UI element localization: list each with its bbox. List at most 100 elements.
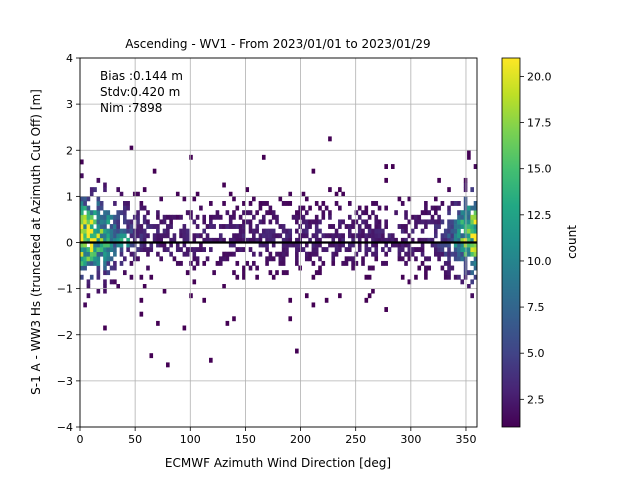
heatmap-cell [288, 228, 293, 234]
heatmap-cell [357, 247, 362, 253]
heatmap-cell [417, 247, 422, 253]
heatmap-cell [136, 214, 140, 220]
heatmap-cell [301, 205, 306, 211]
heatmap-cell [400, 256, 405, 262]
heatmap-cell [467, 214, 471, 220]
heatmap-cell [255, 228, 259, 234]
heatmap-cell [440, 265, 445, 271]
heatmap-cell [83, 214, 87, 220]
heatmap-cell [199, 205, 203, 211]
heatmap-cell [288, 191, 293, 197]
heatmap-cell [89, 237, 94, 243]
heatmap-cell [129, 145, 134, 151]
heatmap-cell [314, 224, 319, 229]
heatmap-cell [245, 237, 250, 243]
heatmap-cell [374, 233, 379, 239]
heatmap-cell [126, 237, 130, 243]
heatmap-cell [387, 233, 392, 239]
heatmap-cell [457, 228, 461, 234]
heatmap-cell [433, 224, 438, 229]
heatmap-cell [96, 237, 101, 243]
heatmap-cell [116, 224, 120, 229]
heatmap-cell [205, 224, 210, 229]
heatmap-cell [414, 274, 418, 280]
heatmap-cell [93, 210, 97, 216]
heatmap-cell [364, 297, 369, 303]
heatmap-cell [103, 224, 107, 229]
heatmap-cell [295, 219, 299, 225]
heatmap-cell [347, 224, 352, 229]
heatmap-cell [331, 251, 336, 257]
heatmap-cell [255, 265, 259, 271]
heatmap-cell [314, 251, 319, 257]
colorbar-tick-label: 10.0 [527, 255, 552, 268]
heatmap-cell [400, 237, 405, 243]
heatmap-cell [248, 265, 253, 271]
heatmap-cell [344, 256, 349, 262]
heatmap-cell [371, 237, 375, 243]
heatmap-cell [175, 247, 180, 253]
heatmap-cell [288, 242, 293, 248]
heatmap-cell [414, 219, 418, 225]
heatmap-cell [295, 247, 299, 253]
heatmap-cell [371, 200, 375, 206]
heatmap-cell [106, 242, 111, 248]
heatmap-cell [232, 210, 236, 216]
heatmap-cell [318, 265, 322, 271]
heatmap-cell [103, 256, 107, 262]
heatmap-cell [146, 219, 150, 225]
heatmap-cell [295, 237, 299, 243]
heatmap-cell [93, 247, 97, 253]
heatmap-cell [457, 256, 461, 262]
heatmap-cell [192, 247, 197, 253]
heatmap-cell [281, 237, 286, 243]
heatmap-cell [443, 228, 448, 234]
heatmap-cell [460, 237, 465, 243]
heatmap-cell [166, 233, 170, 239]
heatmap-cell [93, 242, 97, 248]
heatmap-cell [354, 219, 359, 225]
heatmap-cell [281, 270, 286, 276]
heatmap-cell [106, 210, 111, 216]
heatmap-cell [89, 242, 94, 248]
heatmap-cell [473, 200, 478, 206]
heatmap-cell [295, 348, 299, 354]
heatmap-cell [268, 219, 273, 225]
heatmap-cell [275, 214, 279, 220]
heatmap-cell [192, 256, 197, 262]
heatmap-cell [169, 224, 173, 229]
heatmap-cell [189, 293, 193, 299]
heatmap-cell [86, 279, 91, 285]
heatmap-cell [252, 260, 256, 266]
heatmap-cell [424, 205, 428, 211]
heatmap-cell [311, 251, 316, 257]
heatmap-cell [374, 200, 379, 206]
heatmap-cell [268, 237, 273, 243]
heatmap-cell [209, 237, 213, 243]
heatmap-cell [308, 237, 312, 243]
heatmap-cell [433, 228, 438, 234]
heatmap-cell [440, 233, 445, 239]
heatmap-cell [371, 265, 375, 271]
heatmap-cell [331, 242, 336, 248]
heatmap-cell [179, 247, 183, 253]
heatmap-cell [354, 233, 359, 239]
heatmap-cell [318, 242, 322, 248]
heatmap-cell [99, 214, 104, 220]
heatmap-cell [89, 233, 94, 239]
colorbar-tick-label: 7.5 [527, 301, 545, 314]
heatmap-cell [304, 256, 309, 262]
heatmap-cell [295, 260, 299, 266]
heatmap-cell [136, 219, 140, 225]
heatmap-cell [93, 260, 97, 266]
heatmap-cell [447, 237, 451, 243]
heatmap-cell [470, 247, 474, 253]
heatmap-cell [80, 260, 84, 266]
heatmap-cell [149, 224, 154, 229]
heatmap-cell [298, 237, 302, 243]
heatmap-cell [261, 154, 266, 160]
heatmap-cell [424, 224, 428, 229]
heatmap-cell [96, 228, 101, 234]
heatmap-cell [109, 228, 114, 234]
heatmap-cell [460, 251, 465, 257]
